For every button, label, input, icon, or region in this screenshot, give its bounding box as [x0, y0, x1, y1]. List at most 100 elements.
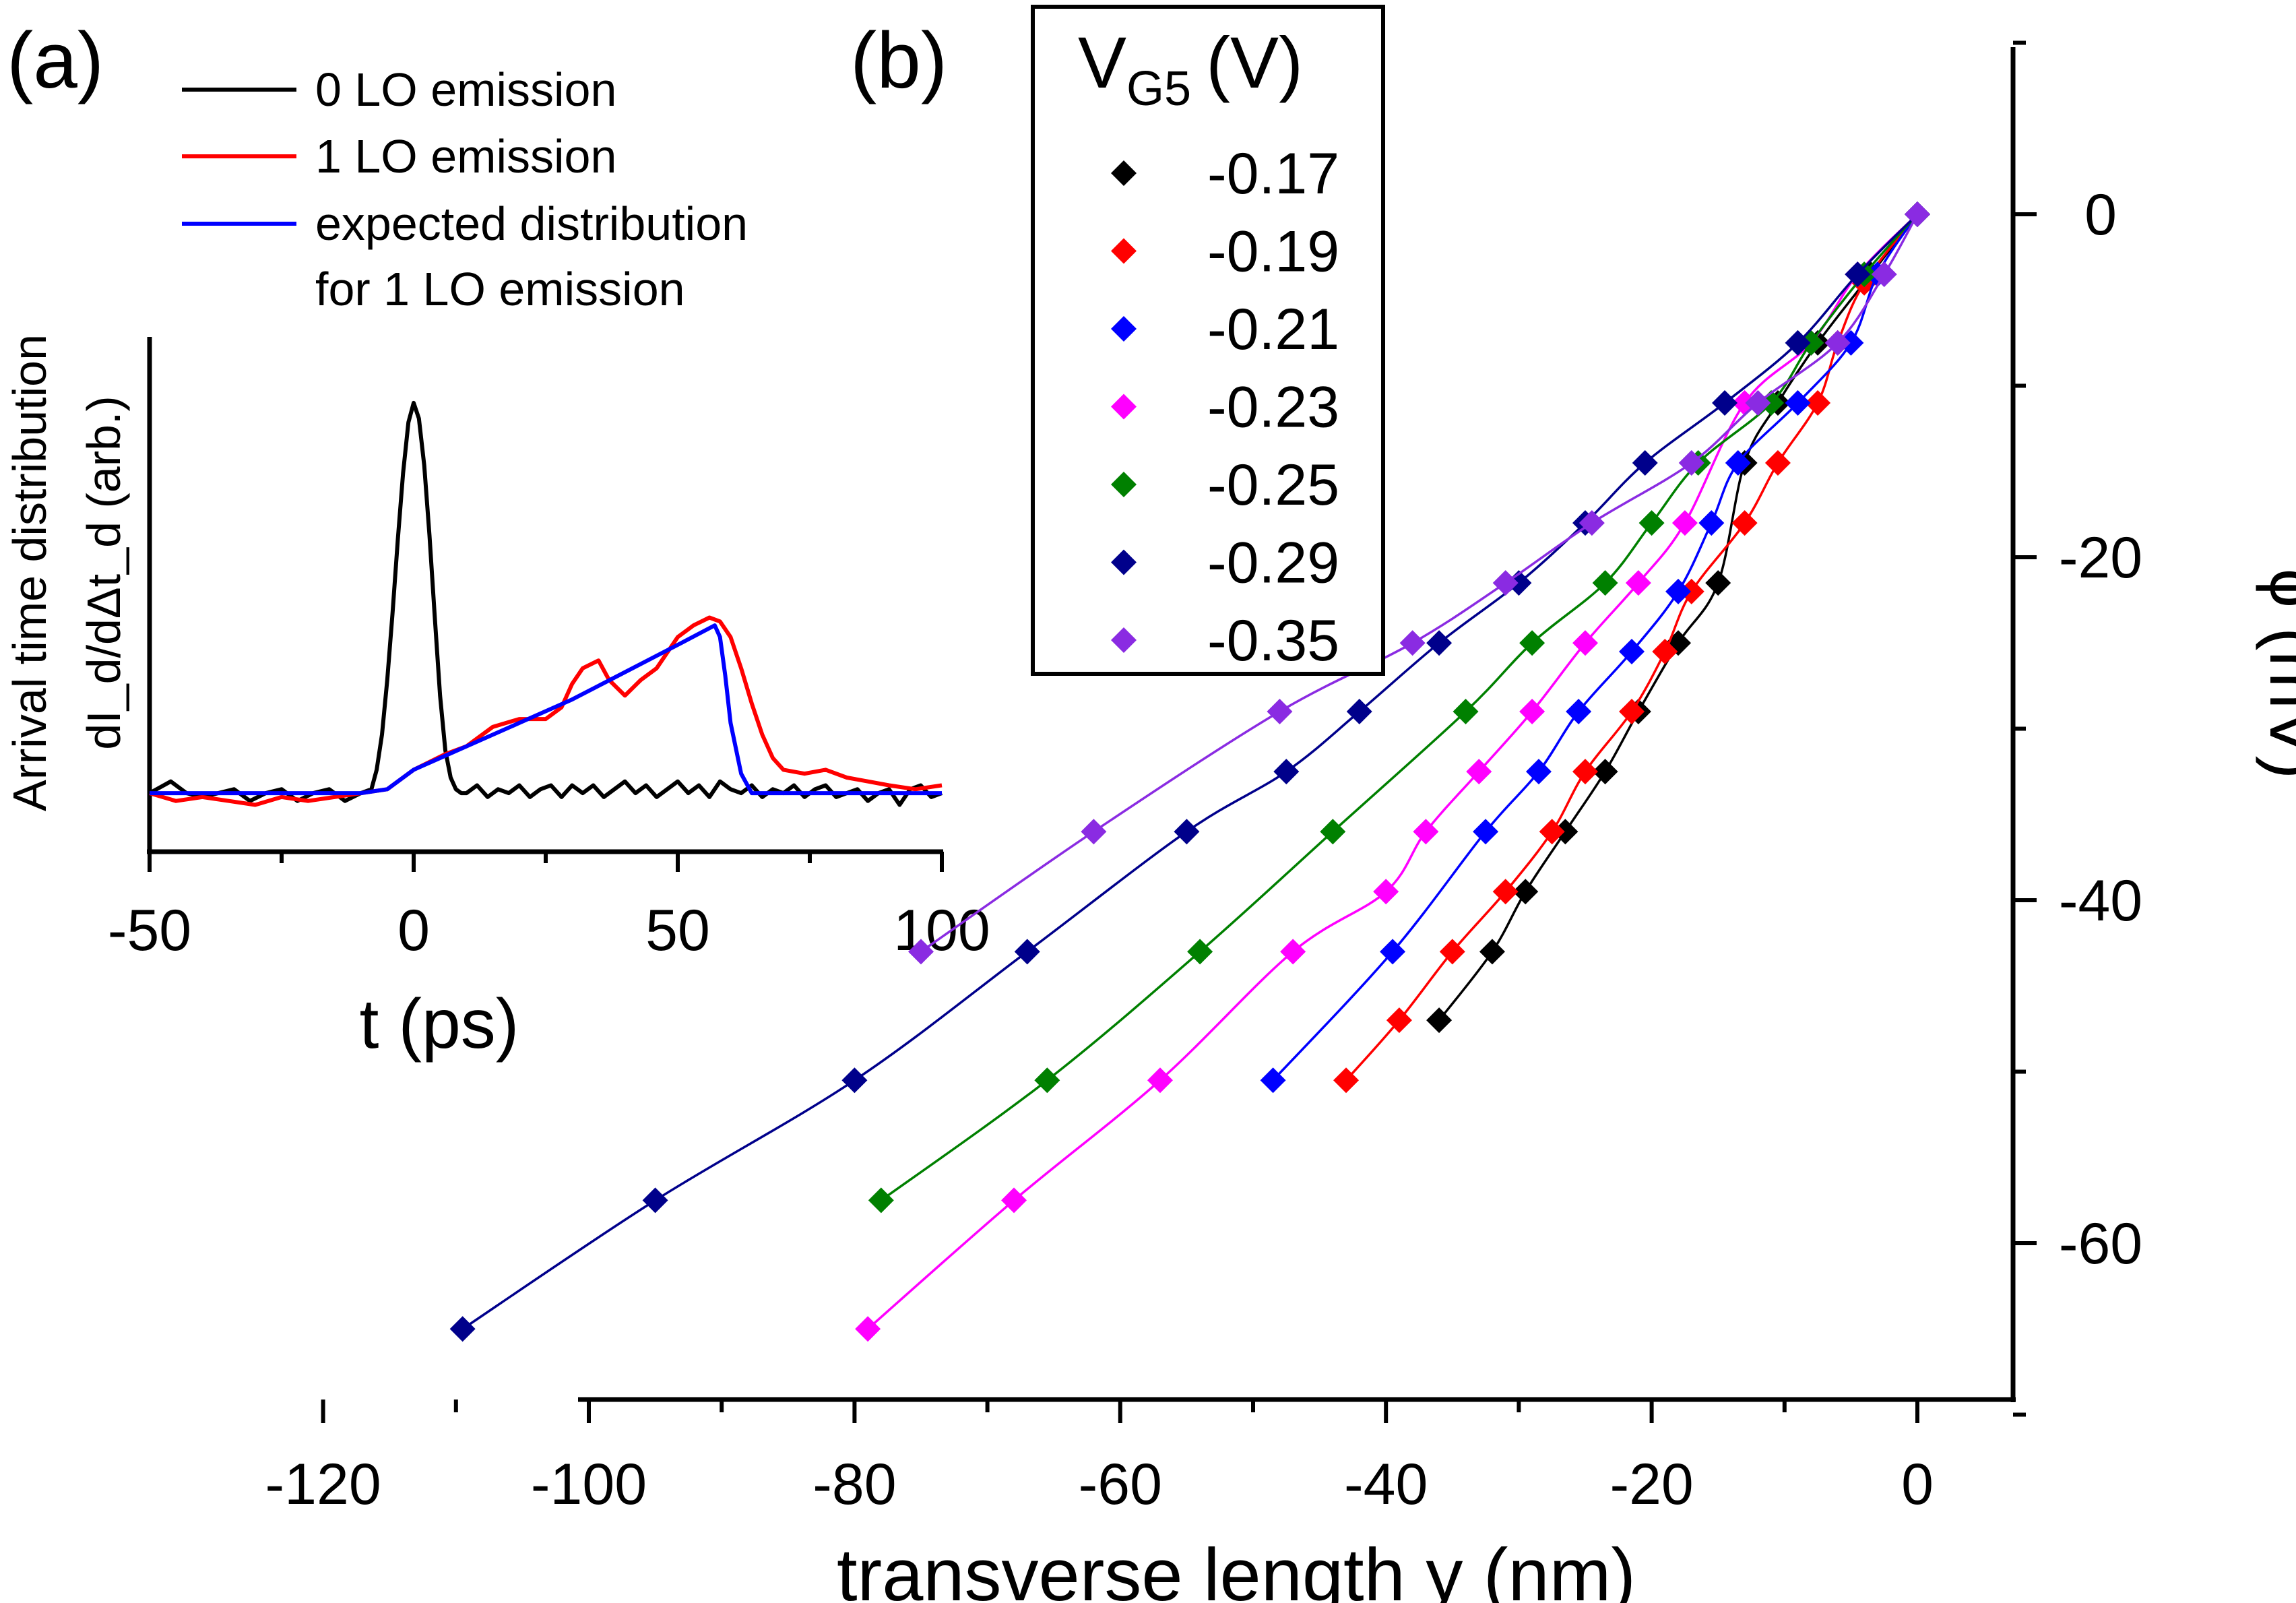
- panel-b-data-point: [855, 1316, 881, 1342]
- legend-marker: [1111, 627, 1137, 653]
- legend-marker: [1111, 549, 1137, 575]
- panel-b-data-point: [1539, 819, 1565, 845]
- panel-b-data-point: [1578, 510, 1605, 536]
- panel-b-legend-items: -0.17 -0.19 -0.21 -0.23 -0.25 -0.29 -0.35: [1111, 142, 1339, 673]
- panel-b-data-point: [1625, 570, 1651, 596]
- panel-b-data-point: [1845, 261, 1871, 288]
- panel-b-data-point: [1785, 389, 1811, 416]
- legend-text-expected-line2: for 1 LO emission: [315, 263, 685, 315]
- panel-b-series-6: [908, 201, 1930, 965]
- panel-b-data-point: [1426, 1007, 1453, 1034]
- panel-b-data-point: [1439, 939, 1465, 965]
- panel-b-data-point: [1566, 699, 1592, 725]
- panel-b-ytick-label: -40: [2059, 869, 2142, 933]
- panel-b-data-point: [1712, 389, 1738, 416]
- legend-item-label: -0.17: [1207, 142, 1339, 206]
- panel-b-data-point: [1492, 570, 1519, 596]
- legend-marker: [1111, 394, 1137, 420]
- legend-marker: [1111, 316, 1137, 342]
- panel-b-data-point: [1373, 879, 1399, 905]
- panel-b-data-point: [1652, 638, 1678, 664]
- panel-b-series: [449, 201, 1930, 1342]
- panel-b-ytick-label: 0: [2084, 183, 2117, 247]
- legend-item-label: -0.21: [1207, 297, 1339, 362]
- panel-b-data-point: [1174, 819, 1200, 845]
- panel-b-data-point: [1572, 630, 1598, 656]
- panel-b-series-5: [449, 201, 1930, 1342]
- panel-b-data-point: [868, 1187, 894, 1214]
- legend-marker: [1111, 238, 1137, 264]
- legend-title: VG5 (V): [1078, 22, 1303, 116]
- legend-item-label: -0.29: [1207, 531, 1339, 596]
- panel-a-label: (a): [7, 16, 104, 105]
- legend-marker: [1111, 472, 1137, 497]
- panel-b-data-point: [1572, 759, 1598, 785]
- panel-a-ylabel-line1: Arrival time distribution: [3, 334, 56, 811]
- panel-b-data-point: [841, 1067, 868, 1094]
- legend-item-label: -0.25: [1207, 453, 1339, 517]
- panel-a-legend: 0 LO emission 1 LO emission expected dis…: [182, 63, 748, 315]
- panel-b-data-point: [1665, 578, 1692, 604]
- panel-b-data-point: [1267, 699, 1293, 725]
- panel-a-xtick-label: -50: [108, 898, 191, 963]
- panel-b-xtick-label: 0: [1901, 1452, 1934, 1517]
- panel-b-data-point: [1320, 819, 1346, 845]
- panel-b-data-point: [1426, 630, 1453, 656]
- panel-b-data-point: [1034, 1067, 1060, 1094]
- panel-b-xtick-label: -60: [1079, 1452, 1162, 1517]
- panel-b-series-4: [868, 201, 1930, 1214]
- legend-item-label: -0.35: [1207, 608, 1339, 673]
- panel-a: (a) 0 LO emission 1 LO emission expected…: [3, 16, 990, 1063]
- panel-b-data-point: [1273, 759, 1300, 785]
- legend-text-0lo: 0 LO emission: [315, 63, 616, 116]
- panel-b-legend: VG5 (V) -0.17-0.19-0.21-0.23-0.25-0.29-0.…: [1031, 5, 1385, 676]
- panel-b-data-point: [1014, 939, 1040, 965]
- panel-b-data-point: [1698, 510, 1725, 536]
- panel-b-data-point: [1413, 819, 1439, 845]
- panel-b-data-point: [1592, 759, 1618, 785]
- panel-b-data-point: [1519, 630, 1545, 656]
- panel-b-data-point: [1519, 699, 1545, 725]
- panel-b-data-point: [642, 1187, 668, 1214]
- panel-b-xtick-label: -40: [1344, 1452, 1428, 1517]
- panel-b-data-point: [1453, 699, 1479, 725]
- legend-item-label: -0.19: [1207, 220, 1339, 284]
- legend-text-1lo: 1 LO emission: [315, 130, 616, 183]
- panel-a-series-line-0: [148, 400, 943, 807]
- panel-b-data-point: [1725, 450, 1751, 476]
- panel-b-data-point: [1506, 570, 1532, 596]
- panel-b-data-point: [1260, 1067, 1286, 1094]
- panel-b: (b) -120 -100 -80 -60 -40 -20 0 0 -20 -40 -60 tran…: [265, 5, 2296, 1603]
- panel-b-data-point: [1785, 329, 1811, 356]
- panel-b-data-point: [1638, 510, 1665, 536]
- panel-b-xtick-label: -20: [1609, 1452, 1693, 1517]
- panel-a-xlabel: t (ps): [360, 985, 519, 1063]
- panel-b-legend-box: [1031, 5, 1385, 676]
- panel-a-xtick-label: 0: [397, 898, 430, 963]
- panel-b-data-point: [1346, 699, 1372, 725]
- panel-a-xtick-label: 100: [893, 898, 990, 963]
- panel-b-data-point: [1764, 450, 1791, 476]
- legend-item-label: -0.23: [1207, 375, 1339, 440]
- panel-b-series-1: [1333, 201, 1930, 1094]
- panel-b-series-line: [866, 213, 1919, 1330]
- panel-b-data-point: [1552, 819, 1578, 845]
- panel-b-data-point: [1333, 1067, 1360, 1094]
- panel-b-data-point: [1525, 759, 1552, 785]
- panel-b-data-point: [1731, 510, 1758, 536]
- panel-b-data-point: [1473, 819, 1499, 845]
- panel-b-data-point: [1871, 261, 1897, 288]
- legend-title-unit: (V): [1206, 22, 1303, 103]
- panel-b-data-point: [1592, 570, 1618, 596]
- panel-b-data-point: [1905, 201, 1930, 227]
- legend-marker: [1111, 160, 1137, 186]
- panel-b-data-point: [1001, 1187, 1027, 1214]
- panel-b-data-point: [1678, 450, 1704, 476]
- legend-title-v: V: [1078, 22, 1126, 103]
- panel-a-xtick-label: 50: [645, 898, 710, 963]
- panel-b-data-point: [1280, 939, 1306, 965]
- panel-b-xtick-label: -120: [265, 1452, 381, 1517]
- panel-b-data-point: [1632, 450, 1658, 476]
- panel-b-data-point: [1187, 939, 1213, 965]
